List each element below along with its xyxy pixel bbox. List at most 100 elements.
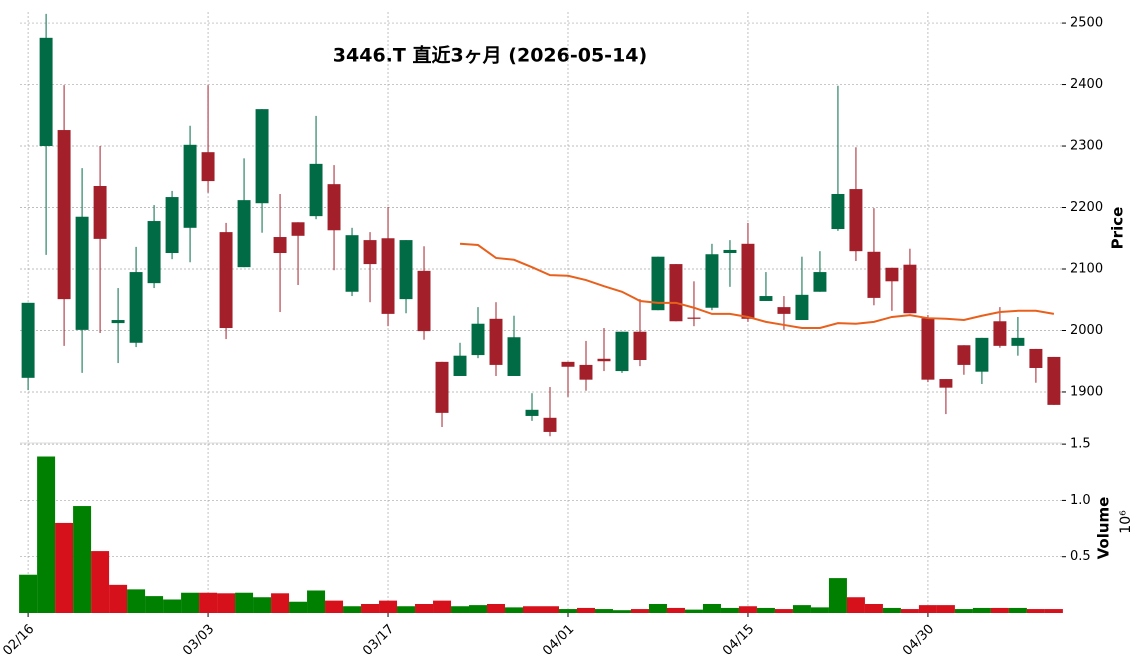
candle-body [129, 272, 143, 343]
y-tick-label: 2000 [1070, 323, 1103, 338]
volume-bar [235, 592, 254, 613]
volume-bar [864, 603, 883, 613]
candle-body [759, 296, 773, 301]
candle-body [831, 193, 845, 230]
y-tick-label: 2100 [1070, 262, 1103, 277]
y-tick-label: 1900 [1070, 384, 1103, 399]
volume-bar [936, 605, 955, 613]
y-tick-label: 2300 [1070, 139, 1103, 154]
volume-bar [487, 603, 506, 613]
volume-bar [451, 606, 470, 613]
candle-body [597, 358, 611, 362]
volume-bar [612, 610, 631, 613]
volume-bar [756, 607, 775, 613]
volume-bar [846, 597, 865, 613]
candle-body [525, 409, 539, 416]
candle-body [291, 222, 305, 236]
candle-body [255, 109, 269, 204]
volume-bar [91, 551, 110, 613]
volume-bar [558, 609, 577, 613]
candle-body [741, 243, 755, 319]
volume-bar [954, 609, 973, 613]
volume-bar [541, 606, 559, 613]
volume-bar [702, 603, 721, 613]
volume-bar [918, 605, 937, 613]
candle-body [723, 249, 737, 254]
volume-bar [361, 603, 380, 613]
candle-body [435, 361, 449, 413]
x-tick-label: 04/01 [540, 622, 577, 659]
candle-body [867, 251, 881, 298]
candle-body [975, 337, 989, 372]
volume-bar [828, 578, 847, 613]
volume-bar [163, 599, 182, 613]
y-tick-label: 2400 [1070, 77, 1103, 92]
volume-bar [648, 603, 667, 613]
volume-bar [505, 607, 524, 613]
candle-body [93, 185, 107, 239]
volume-bar [576, 607, 595, 613]
candle-body [813, 272, 827, 292]
candle-body [1029, 348, 1043, 368]
volume-bar [343, 606, 362, 613]
candle-body [57, 130, 71, 300]
x-tick-label: 04/30 [900, 622, 937, 659]
volume-bar [469, 605, 488, 613]
volume-bar [397, 606, 416, 613]
candle-body [705, 254, 719, 308]
volume-bar [253, 597, 272, 613]
candle-body [399, 240, 413, 300]
volume-bar [415, 603, 434, 613]
volume-bar [55, 522, 74, 613]
candle-body [345, 235, 359, 292]
volume-bar [37, 456, 56, 613]
volume-bar [972, 607, 991, 613]
candle-body [309, 163, 323, 217]
volume-bar [738, 606, 757, 613]
volume-bar [900, 609, 919, 613]
candle-body [921, 318, 935, 380]
volume-bar [379, 600, 398, 613]
volume-bar [73, 506, 92, 613]
volume-bar [774, 609, 793, 613]
volume-tick-label: 1.0 [1070, 493, 1091, 508]
candle-body [1011, 337, 1025, 346]
candle-body [417, 270, 431, 332]
x-tick-label: 03/03 [180, 622, 217, 659]
candle-body [165, 197, 179, 254]
candle-body [201, 152, 215, 182]
candle-body [471, 323, 485, 356]
candle-body [489, 318, 503, 365]
candle-body [111, 320, 125, 324]
volume-bar [594, 609, 613, 613]
candle-body [327, 184, 341, 231]
volume-bar [109, 584, 128, 613]
volume-bar [882, 607, 901, 613]
volume-bar [810, 607, 829, 613]
volume-bar [127, 589, 146, 613]
candle-body [543, 417, 557, 432]
candle-body [957, 345, 971, 365]
y-axis-label: Price [1109, 207, 1127, 250]
candle-body [669, 264, 683, 322]
volume-tick-label: 1.5 [1070, 437, 1091, 452]
volume-bar [325, 600, 344, 613]
candle-body [687, 317, 701, 319]
candle-body [39, 37, 53, 147]
volume-bar [630, 609, 649, 613]
volume-bar [271, 593, 290, 613]
volume-offset-label: 10⁶ [1118, 510, 1134, 534]
volume-bar [1008, 607, 1027, 613]
moving-average-line [459, 242, 1055, 330]
volume-bar [433, 600, 452, 613]
volume-bar [1026, 609, 1045, 613]
volume-bar [1044, 609, 1063, 613]
y-tick-label: 2500 [1070, 16, 1103, 31]
volume-bar [684, 609, 703, 613]
candle-body [939, 379, 953, 388]
x-tick-label: 03/17 [360, 622, 397, 659]
volume-bar [19, 574, 38, 613]
volume-bar [720, 607, 739, 613]
volume-bar [217, 593, 236, 613]
chart-title: 3446.T 直近3ヶ月 (2026-05-14) [333, 44, 647, 67]
